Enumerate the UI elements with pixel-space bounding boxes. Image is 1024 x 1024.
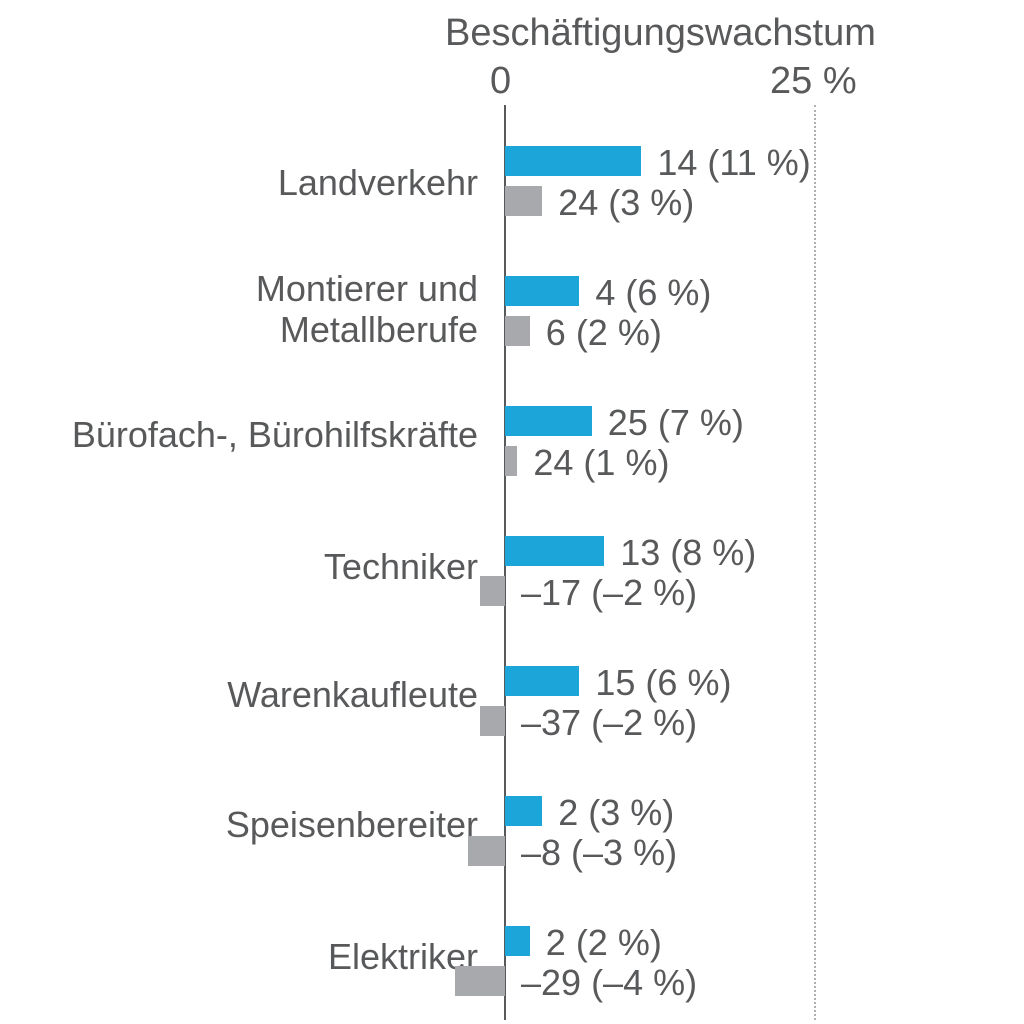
bar-b xyxy=(468,836,505,866)
value-a: 13 (8 %) xyxy=(620,532,756,574)
category-label: Speisenbereiter xyxy=(18,804,478,845)
category-label: Montierer undMetallberufe xyxy=(18,268,478,351)
value-b: –17 (–2 %) xyxy=(521,572,697,614)
value-b: –29 (–4 %) xyxy=(521,962,697,1004)
x-tick-0: 0 xyxy=(490,60,511,103)
bar-b xyxy=(505,186,542,216)
chart-title: Beschäftigungswachstum xyxy=(445,12,876,55)
value-b: 24 (1 %) xyxy=(533,442,669,484)
category-label: Elektriker xyxy=(18,936,478,977)
value-a: 2 (3 %) xyxy=(558,792,674,834)
category-label: Landverkehr xyxy=(18,162,478,203)
x-tick-25: 25 % xyxy=(770,60,857,103)
value-a: 15 (6 %) xyxy=(595,662,731,704)
bar-a xyxy=(505,536,604,566)
category-label: Warenkaufleute xyxy=(18,674,478,715)
bar-b xyxy=(505,446,517,476)
bar-b xyxy=(480,706,505,736)
value-b: –37 (–2 %) xyxy=(521,702,697,744)
bar-a xyxy=(505,146,641,176)
value-b: 6 (2 %) xyxy=(546,312,662,354)
value-a: 25 (7 %) xyxy=(608,402,744,444)
bar-b xyxy=(455,966,505,996)
bar-a xyxy=(505,666,579,696)
bar-a xyxy=(505,406,592,436)
bar-a xyxy=(505,926,530,956)
ref-line-25 xyxy=(814,105,816,1020)
category-label: Techniker xyxy=(18,546,478,587)
value-a: 14 (11 %) xyxy=(657,142,810,184)
bar-b xyxy=(505,316,530,346)
bar-a xyxy=(505,796,542,826)
employment-growth-chart: Beschäftigungswachstum 0 25 % Landverkehr 14… xyxy=(0,0,1024,1024)
value-b: 24 (3 %) xyxy=(558,182,694,224)
value-a: 2 (2 %) xyxy=(546,922,662,964)
category-label: Bürofach-, Bürohilfskräfte xyxy=(18,414,478,455)
value-b: –8 (–3 %) xyxy=(521,832,677,874)
bar-b xyxy=(480,576,505,606)
bar-a xyxy=(505,276,579,306)
value-a: 4 (6 %) xyxy=(595,272,711,314)
